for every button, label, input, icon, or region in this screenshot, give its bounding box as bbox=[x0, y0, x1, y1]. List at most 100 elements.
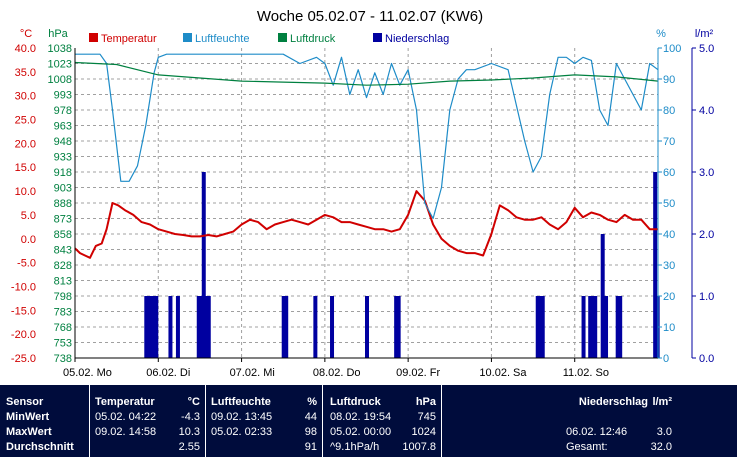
pressure-tick-label: 813 bbox=[54, 276, 72, 288]
pressure-tick-label: 1023 bbox=[48, 59, 72, 71]
humidity-tick-label: 90 bbox=[663, 74, 675, 86]
rain-total-label: Gesamt: bbox=[566, 441, 608, 453]
temp-tick-label: 5.0 bbox=[21, 210, 36, 222]
pressure-min-value: 745 bbox=[417, 411, 436, 423]
pressure-tick-label: 1038 bbox=[48, 43, 72, 55]
legend-label-temperatur: Temperatur bbox=[101, 33, 157, 45]
temp-tick-label: 20.0 bbox=[15, 138, 36, 150]
statistics-panel: Sensor MinWert MaxWert Durchschnitt Temp… bbox=[0, 385, 737, 457]
rain-bar bbox=[365, 296, 369, 358]
temp-unit: °C bbox=[187, 396, 200, 408]
pressure-tick-label: 963 bbox=[54, 121, 72, 133]
x-tick-label: 05.02. Mo bbox=[63, 367, 112, 379]
sensor-header: Sensor bbox=[6, 396, 44, 408]
rain-bar bbox=[284, 296, 289, 358]
humidity-avg-value: 91 bbox=[304, 441, 317, 453]
rain-bar bbox=[144, 296, 149, 358]
x-tick-label: 08.02. Do bbox=[313, 367, 361, 379]
humidity-max-value: 98 bbox=[304, 426, 317, 438]
rain-bar bbox=[206, 296, 211, 358]
rain-tick-label: 4.0 bbox=[699, 105, 714, 117]
legend-swatch-niederschlag bbox=[373, 33, 382, 42]
rain-tick-label: 1.0 bbox=[699, 291, 714, 303]
pressure-tick-label: 948 bbox=[54, 136, 72, 148]
rain-bar bbox=[154, 296, 159, 358]
rain-bar bbox=[581, 296, 586, 358]
humidity-unit: % bbox=[307, 396, 317, 408]
pressure-tick-label: 783 bbox=[54, 307, 72, 319]
humidity-max-time: 05.02. 02:33 bbox=[211, 426, 273, 438]
pressure-column: Luftdruck hPa 08.02. 19:54 745 05.02. 00… bbox=[322, 385, 442, 457]
rain-bar bbox=[168, 296, 173, 358]
rain-bar bbox=[199, 296, 204, 358]
humidity-header: Luftfeuchte bbox=[211, 396, 271, 408]
temp-tick-label: 0.0 bbox=[21, 234, 36, 246]
row-label-max: MaxWert bbox=[6, 426, 52, 438]
x-tick-label: 10.02. Sa bbox=[479, 367, 527, 379]
pressure-tick-label: 858 bbox=[54, 229, 72, 241]
humidity-column: Luftfeuchte % 09.02. 13:45 44 05.02. 02:… bbox=[205, 385, 323, 457]
pressure-tick-label: 738 bbox=[54, 353, 72, 365]
temp-tick-label: -25.0 bbox=[11, 353, 36, 365]
pressure-trend: ^9.1hPa/h bbox=[330, 441, 380, 453]
rain-bar bbox=[204, 296, 209, 358]
x-tick-label: 07.02. Mi bbox=[230, 367, 275, 379]
pressure-min-time: 08.02. 19:54 bbox=[330, 411, 392, 423]
temp-min-value: -4.3 bbox=[181, 411, 200, 423]
pressure-tick-label: 903 bbox=[54, 183, 72, 195]
legend-swatch-temperatur bbox=[89, 33, 98, 42]
temp-max-time: 09.02. 14:58 bbox=[95, 426, 157, 438]
rain-bar bbox=[196, 296, 201, 358]
temp-max-value: 10.3 bbox=[178, 426, 200, 438]
rain-tick-label: 0.0 bbox=[699, 353, 714, 365]
pressure-avg-value: 1007.8 bbox=[402, 441, 436, 453]
humidity-tick-label: 40 bbox=[663, 229, 675, 241]
humidity-line bbox=[75, 53, 659, 220]
rain-bar bbox=[396, 296, 401, 358]
rain-bar bbox=[600, 234, 605, 358]
rain-bar bbox=[540, 296, 545, 358]
humidity-tick-label: 10 bbox=[663, 322, 675, 334]
pressure-tick-label: 933 bbox=[54, 152, 72, 164]
rain-unit-label: l/m² bbox=[695, 28, 714, 40]
temp-tick-label: -5.0 bbox=[17, 258, 36, 270]
humidity-min-time: 09.02. 13:45 bbox=[211, 411, 273, 423]
x-tick-label: 09.02. Fr bbox=[396, 367, 440, 379]
rain-column: Niederschlag l/m² 06.02. 12:46 3.0 Gesam… bbox=[441, 385, 678, 457]
temp-tick-label: 40.0 bbox=[15, 43, 36, 55]
pressure-max-time: 05.02. 00:00 bbox=[330, 426, 392, 438]
temp-tick-label: 15.0 bbox=[15, 162, 36, 174]
temp-tick-label: 35.0 bbox=[15, 67, 36, 79]
temp-avg-value: 2.55 bbox=[178, 441, 200, 453]
rain-bar bbox=[588, 296, 593, 358]
rain-tick-label: 3.0 bbox=[699, 167, 714, 179]
rain-max-time: 06.02. 12:46 bbox=[566, 426, 628, 438]
rain-header: Niederschlag bbox=[578, 396, 648, 408]
rain-bar bbox=[330, 296, 335, 358]
rain-bar bbox=[175, 296, 180, 358]
rain-bar bbox=[538, 296, 543, 358]
legend-swatch-luftdruck bbox=[278, 33, 287, 42]
rain-bar bbox=[394, 296, 399, 358]
pressure-header: Luftdruck bbox=[330, 396, 381, 408]
x-tick-label: 06.02. Di bbox=[146, 367, 190, 379]
rain-bar bbox=[604, 296, 609, 358]
temp-tick-label: 30.0 bbox=[15, 91, 36, 103]
pressure-tick-label: 993 bbox=[54, 90, 72, 102]
pressure-tick-label: 753 bbox=[54, 338, 72, 350]
rain-bar bbox=[281, 296, 286, 358]
series-lines bbox=[74, 53, 659, 259]
chart-title: Woche 05.02.07 - 11.02.07 (KW6) bbox=[257, 8, 483, 25]
rain-bar bbox=[590, 296, 595, 358]
humidity-tick-label: 100 bbox=[663, 43, 681, 55]
temperature-line bbox=[74, 190, 658, 259]
temp-column: Temperatur °C 05.02. 04:22 -4.3 09.02. 1… bbox=[89, 385, 206, 457]
pressure-tick-label: 918 bbox=[54, 167, 72, 179]
temp-tick-label: -15.0 bbox=[11, 305, 36, 317]
legend: Temperatur Luftfeuchte Luftdruck Nieders… bbox=[89, 33, 449, 45]
pressure-tick-label: 1008 bbox=[48, 74, 72, 86]
rain-tick-label: 2.0 bbox=[699, 229, 714, 241]
temp-tick-label: 10.0 bbox=[15, 186, 36, 198]
pressure-tick-label: 828 bbox=[54, 260, 72, 272]
row-label-min: MinWert bbox=[6, 411, 50, 423]
